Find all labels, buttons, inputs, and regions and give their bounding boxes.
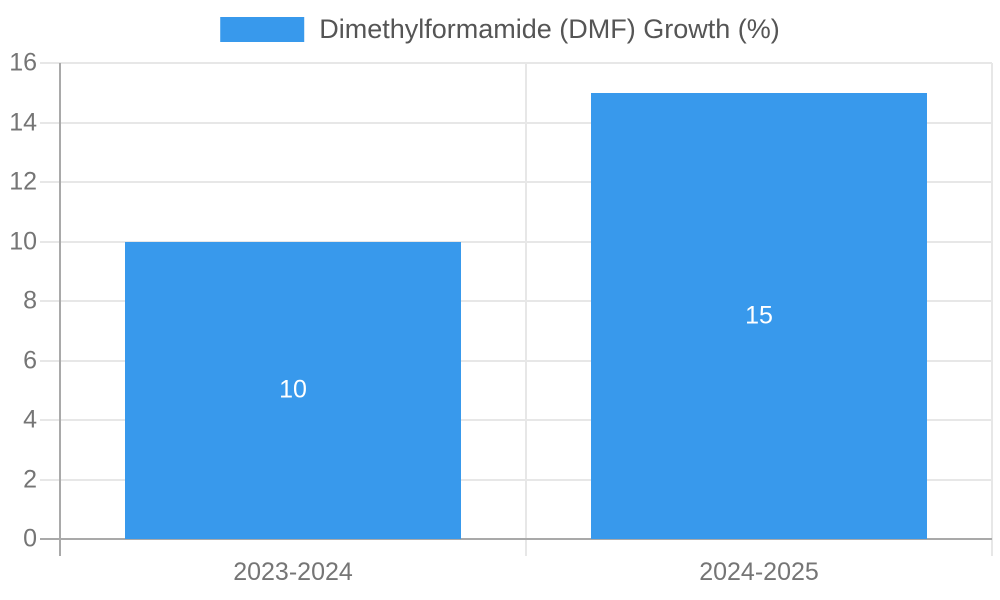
bar-value-label: 15 [745,301,773,330]
bar-2024-2025[interactable] [590,92,928,539]
y-tick-label: 6 [23,346,37,374]
y-tick-mark [40,300,60,302]
x-axis-line [40,538,992,540]
legend-label: Dimethylformamide (DMF) Growth (%) [319,14,780,44]
y-tick-label: 16 [9,48,37,77]
y-tick-mark [40,62,60,64]
y-tick-label: 10 [9,227,37,255]
y-tick-mark [40,419,60,421]
gridline-x [991,63,993,556]
x-tick-label: 2023-2024 [233,558,353,586]
y-tick-label: 12 [9,167,37,196]
y-tick-mark [40,478,60,481]
y-tick-mark [40,181,60,183]
y-tick-mark [40,359,60,362]
y-tick-label: 8 [23,286,37,315]
y-tick-label: 2 [23,465,37,493]
y-tick-label: 4 [23,405,37,434]
legend-swatch [220,17,305,42]
x-tick-label: 2024-2025 [699,558,819,586]
bar-value-label: 10 [279,375,307,404]
bar-2023-2024[interactable] [124,241,462,539]
y-tick-mark [40,121,60,124]
y-tick-label: 14 [9,108,37,136]
legend[interactable]: Dimethylformamide (DMF) Growth (%) [220,14,780,45]
y-axis-line [59,63,61,556]
y-tick-mark [40,240,60,243]
y-tick-label: 0 [23,524,37,553]
gridline-x [525,63,527,556]
